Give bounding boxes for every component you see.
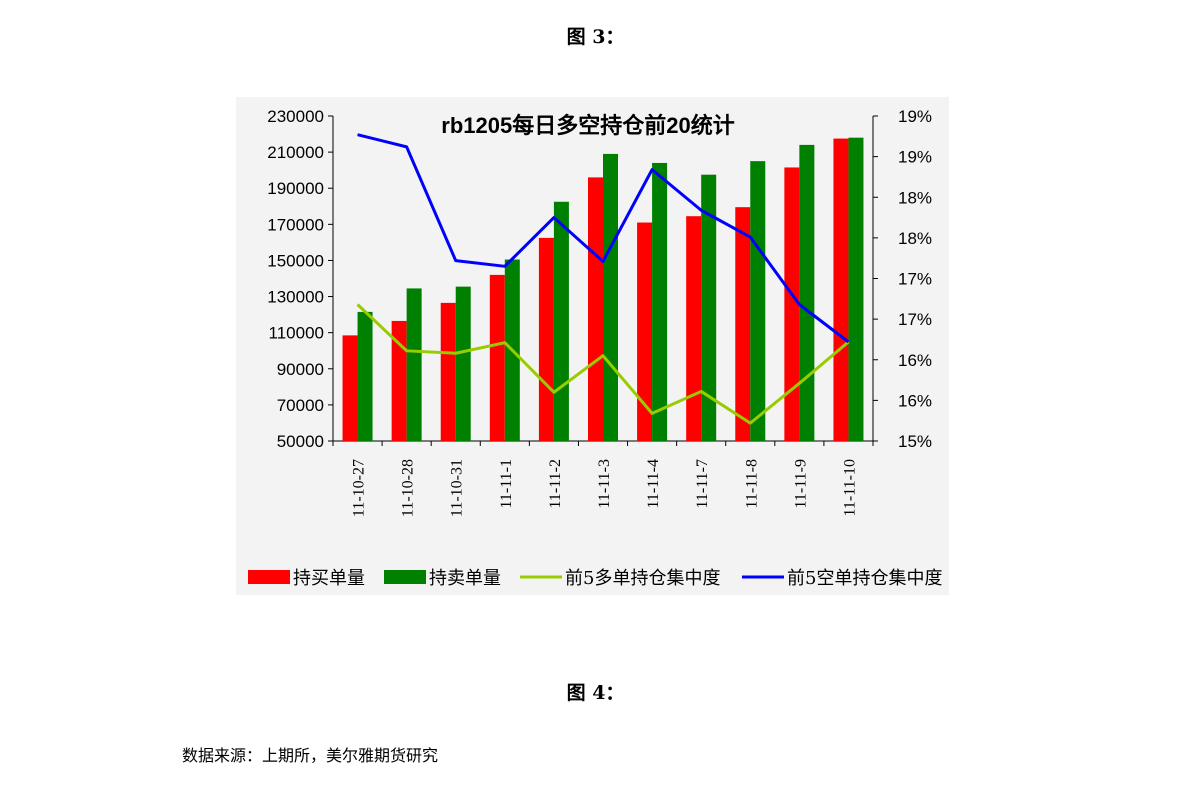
axes-layer: 230000 210000 190000 170000 150000 130000 1100… bbox=[267, 107, 932, 517]
buy-volume-bar bbox=[440, 302, 456, 441]
right-tick-label: 18% bbox=[898, 188, 932, 207]
x-tick-label: 11-11-3 bbox=[596, 459, 613, 508]
x-tick-label: 11-11-10 bbox=[841, 459, 858, 516]
left-tick-label: 170000 bbox=[267, 215, 324, 234]
short-concentration-line bbox=[357, 133, 850, 344]
buy-volume-bar bbox=[538, 237, 554, 441]
sell-volume-bar bbox=[750, 161, 766, 441]
right-tick-label: 16% bbox=[898, 391, 932, 410]
chart-area: 230000 210000 190000 170000 150000 130000 1100… bbox=[236, 97, 949, 595]
right-tick-label: 19% bbox=[898, 107, 932, 126]
legend-swatch bbox=[248, 570, 290, 584]
legend-label: 前5空单持仓集中度 bbox=[787, 568, 942, 589]
right-tick-label: 17% bbox=[898, 310, 932, 329]
left-tick-label: 90000 bbox=[277, 360, 324, 379]
buy-volume-bar bbox=[686, 216, 702, 441]
x-tick-label: 11-11-7 bbox=[694, 459, 711, 508]
right-tick-label: 17% bbox=[898, 270, 932, 289]
lines-layer bbox=[356, 133, 850, 425]
sell-volume-bar bbox=[406, 288, 422, 441]
bars-layer bbox=[342, 137, 864, 442]
sell-volume-bar bbox=[357, 311, 373, 441]
buy-volume-bar bbox=[489, 274, 505, 441]
x-tick-label: 11-11-9 bbox=[792, 459, 809, 508]
legend-label: 前5多单持仓集中度 bbox=[565, 568, 720, 589]
legend: 持买单量 持卖单量 前5多单持仓集中度 前5空单持仓集中度 bbox=[248, 568, 942, 589]
legend-swatch bbox=[384, 570, 426, 584]
source-note: 数据来源：上期所，美尔雅期货研究 bbox=[182, 746, 439, 765]
legend-label: 持卖单量 bbox=[429, 568, 501, 589]
legend-label: 持买单量 bbox=[293, 568, 365, 589]
right-tick-label: 15% bbox=[898, 432, 932, 451]
sell-volume-bar bbox=[701, 174, 717, 442]
right-tick-label: 18% bbox=[898, 229, 932, 248]
x-tick-label: 11-10-31 bbox=[449, 459, 466, 517]
x-tick-label: 11-11-8 bbox=[743, 459, 760, 508]
left-tick-label: 130000 bbox=[267, 288, 324, 307]
combo-chart: 230000 210000 190000 170000 150000 130000 1100… bbox=[248, 107, 942, 589]
figure-3-caption: 图 3： bbox=[566, 26, 625, 48]
right-tick-label: 16% bbox=[898, 351, 932, 370]
buy-volume-bar bbox=[784, 167, 800, 441]
buy-volume-bar bbox=[833, 138, 849, 441]
left-tick-label: 50000 bbox=[277, 432, 324, 451]
left-tick-label: 70000 bbox=[277, 396, 324, 415]
buy-volume-bar bbox=[637, 222, 653, 441]
x-tick-label: 11-10-27 bbox=[351, 459, 368, 517]
sell-volume-bar bbox=[603, 153, 618, 441]
sell-volume-bar bbox=[455, 286, 471, 441]
sell-volume-bar bbox=[799, 144, 815, 441]
left-tick-label: 150000 bbox=[267, 251, 324, 270]
x-tick-label: 11-11-2 bbox=[547, 459, 564, 508]
sell-volume-bar bbox=[652, 162, 668, 441]
chart-title: rb1205每日多空持仓前20统计 bbox=[441, 113, 734, 138]
x-tick-label: 11-11-4 bbox=[645, 459, 662, 508]
left-tick-label: 230000 bbox=[267, 107, 324, 126]
x-tick-label: 11-10-28 bbox=[400, 459, 417, 517]
buy-volume-bar bbox=[342, 335, 358, 441]
buy-volume-bar bbox=[391, 320, 407, 441]
left-tick-label: 190000 bbox=[267, 179, 324, 198]
left-tick-label: 110000 bbox=[269, 324, 324, 343]
x-tick-label: 11-11-1 bbox=[498, 459, 515, 508]
long-concentration-line bbox=[356, 303, 850, 425]
sell-volume-bar bbox=[553, 201, 569, 441]
buy-volume-bar bbox=[588, 177, 603, 441]
right-tick-label: 19% bbox=[898, 148, 932, 167]
figure-4-caption: 图 4： bbox=[566, 682, 625, 704]
sell-volume-bar bbox=[848, 137, 864, 441]
buy-volume-bar bbox=[735, 207, 751, 441]
left-tick-label: 210000 bbox=[267, 143, 324, 162]
